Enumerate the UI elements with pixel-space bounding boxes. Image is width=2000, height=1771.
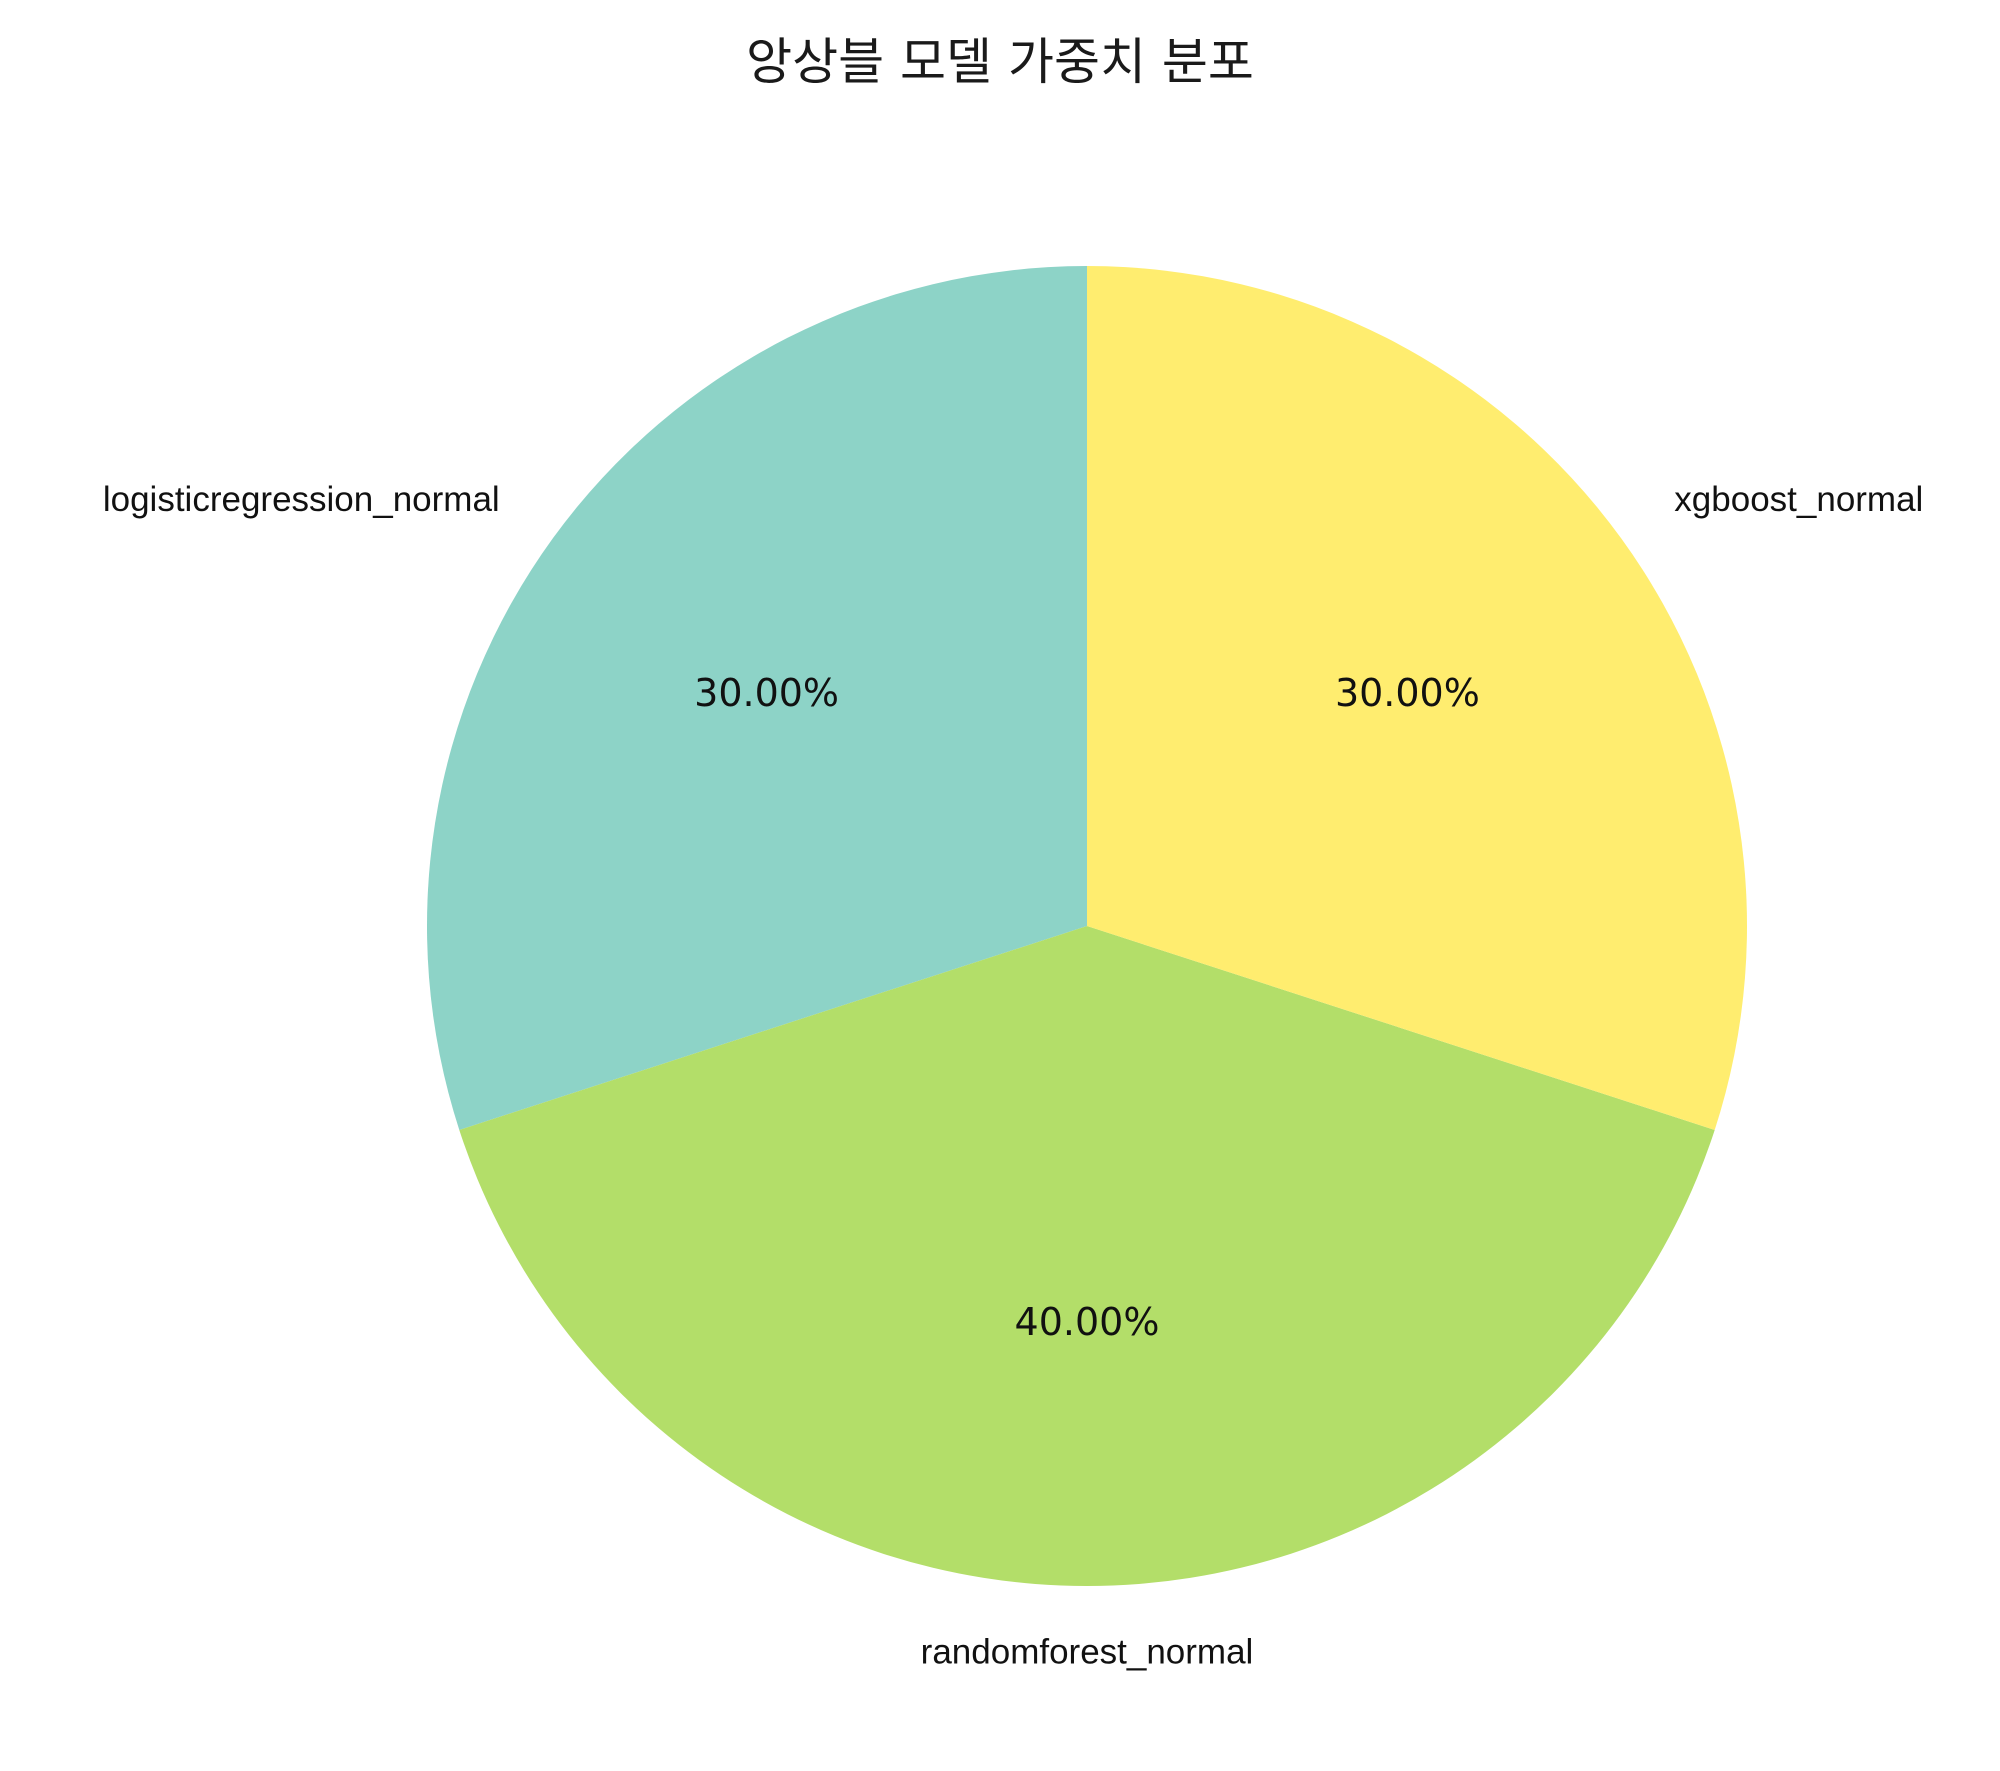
pie-slice-xgboost-normal [1087, 266, 1748, 1130]
pie-slice-randomforest-normal [459, 926, 1715, 1587]
slice-label: randomforest_normal [921, 1633, 1254, 1672]
percent-label: 40.00% [1015, 1300, 1160, 1344]
pie-slice-logisticregression-normal [426, 266, 1088, 1130]
slice-label: logisticregression_normal [103, 480, 500, 519]
slice-label: xgboost_normal [1674, 480, 1923, 519]
labels-layer: 30.00% logisticregression_normal 40.00% ran… [103, 480, 1923, 1672]
percent-label: 30.00% [1335, 671, 1480, 715]
percent-label: 30.00% [694, 671, 839, 715]
slices-layer [426, 266, 1748, 1587]
chart-title: 앙상블 모델 가중치 분포 [746, 33, 1254, 91]
